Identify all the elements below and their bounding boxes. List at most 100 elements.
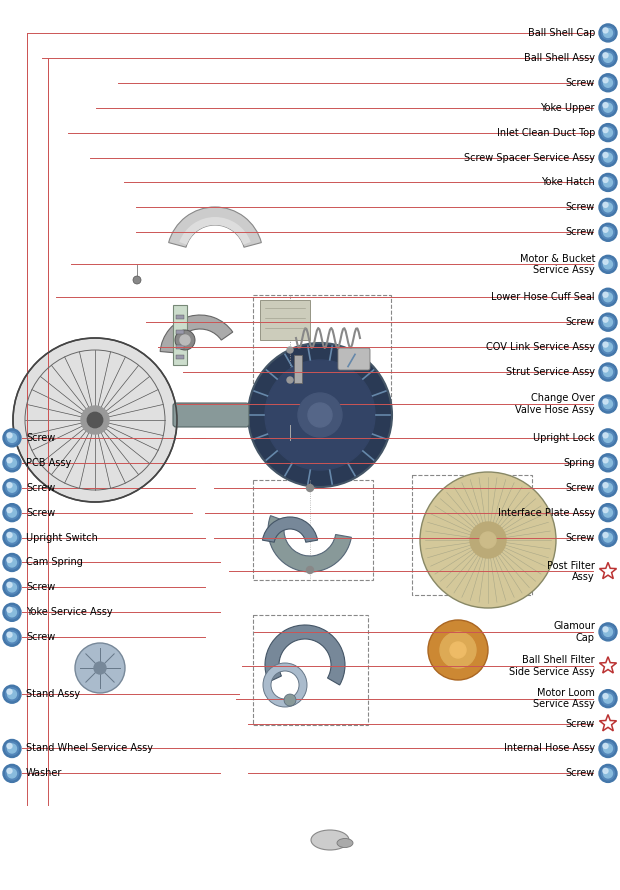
Circle shape (6, 581, 19, 594)
Text: Screw: Screw (26, 433, 55, 443)
Circle shape (248, 343, 392, 487)
Circle shape (603, 227, 608, 232)
Circle shape (6, 506, 19, 519)
Circle shape (603, 433, 613, 442)
Circle shape (601, 692, 614, 705)
Wedge shape (179, 217, 250, 245)
Text: Screw: Screw (26, 507, 55, 518)
Text: Screw: Screw (565, 317, 595, 328)
Circle shape (601, 291, 614, 303)
Circle shape (3, 554, 21, 571)
Circle shape (7, 483, 17, 492)
Circle shape (599, 288, 617, 306)
Circle shape (420, 472, 556, 608)
Wedge shape (262, 517, 317, 542)
Circle shape (603, 177, 608, 182)
Circle shape (440, 632, 476, 668)
Circle shape (601, 316, 614, 328)
Circle shape (603, 693, 608, 699)
Circle shape (6, 556, 19, 569)
Circle shape (599, 429, 617, 447)
Text: Screw: Screw (26, 482, 55, 493)
Circle shape (3, 454, 21, 472)
Circle shape (603, 768, 608, 773)
Text: Change Over
Valve Hose Assy: Change Over Valve Hose Assy (515, 393, 595, 415)
Bar (173, 305, 187, 365)
Circle shape (7, 583, 17, 592)
Circle shape (603, 532, 608, 538)
Circle shape (599, 223, 617, 241)
Circle shape (599, 479, 617, 497)
Circle shape (601, 767, 614, 780)
Circle shape (7, 508, 17, 517)
Circle shape (599, 149, 617, 166)
Bar (412, 475, 532, 595)
Circle shape (7, 533, 17, 542)
Text: Screw: Screw (565, 202, 595, 213)
Circle shape (7, 768, 12, 773)
Circle shape (133, 276, 141, 284)
Text: Screw: Screw (26, 632, 55, 643)
Circle shape (7, 744, 17, 753)
Circle shape (601, 176, 614, 189)
Circle shape (603, 103, 613, 112)
Text: Ball Shell Cap: Ball Shell Cap (528, 28, 595, 38)
Circle shape (603, 627, 613, 636)
Text: Yoke Upper: Yoke Upper (541, 102, 595, 113)
Polygon shape (600, 657, 616, 673)
Circle shape (603, 457, 608, 463)
Circle shape (603, 533, 613, 542)
FancyBboxPatch shape (173, 403, 249, 427)
Circle shape (599, 504, 617, 522)
Circle shape (599, 255, 617, 273)
Circle shape (599, 124, 617, 142)
Circle shape (603, 743, 608, 748)
Circle shape (599, 363, 617, 381)
Circle shape (6, 531, 19, 544)
Text: Screw: Screw (565, 718, 595, 729)
Circle shape (306, 567, 314, 573)
Circle shape (470, 522, 506, 558)
Ellipse shape (311, 830, 349, 850)
Bar (260, 300, 310, 340)
Circle shape (603, 317, 608, 322)
Circle shape (287, 347, 293, 353)
Circle shape (603, 260, 613, 269)
Text: PCB Assy: PCB Assy (26, 457, 71, 468)
Polygon shape (600, 562, 616, 578)
Circle shape (603, 368, 613, 376)
Circle shape (480, 532, 496, 548)
Text: Interface Plate Assy: Interface Plate Assy (498, 507, 595, 518)
Circle shape (7, 458, 17, 467)
Circle shape (603, 769, 613, 778)
Bar (176, 345, 184, 349)
Circle shape (601, 151, 614, 164)
Text: Stand Assy: Stand Assy (26, 689, 80, 700)
Circle shape (7, 582, 12, 587)
Circle shape (599, 740, 617, 757)
Circle shape (3, 603, 21, 621)
Circle shape (603, 292, 608, 297)
Circle shape (7, 482, 12, 488)
Circle shape (7, 557, 12, 562)
Text: Screw: Screw (565, 227, 595, 238)
Text: Screw Spacer Service Assy: Screw Spacer Service Assy (464, 152, 595, 163)
Circle shape (180, 335, 190, 345)
Wedge shape (265, 625, 345, 685)
Wedge shape (169, 207, 262, 247)
Text: Glamour
Cap: Glamour Cap (553, 621, 595, 643)
Circle shape (81, 406, 109, 434)
Circle shape (599, 24, 617, 42)
Circle shape (601, 481, 614, 494)
Circle shape (603, 53, 608, 58)
Circle shape (599, 74, 617, 92)
Circle shape (603, 367, 608, 372)
Circle shape (601, 506, 614, 519)
Circle shape (603, 433, 608, 438)
Text: Screw: Screw (565, 768, 595, 779)
Circle shape (599, 49, 617, 67)
Text: Yoke Service Assy: Yoke Service Assy (26, 607, 113, 618)
Circle shape (7, 689, 12, 694)
Circle shape (3, 529, 21, 546)
Circle shape (599, 454, 617, 472)
